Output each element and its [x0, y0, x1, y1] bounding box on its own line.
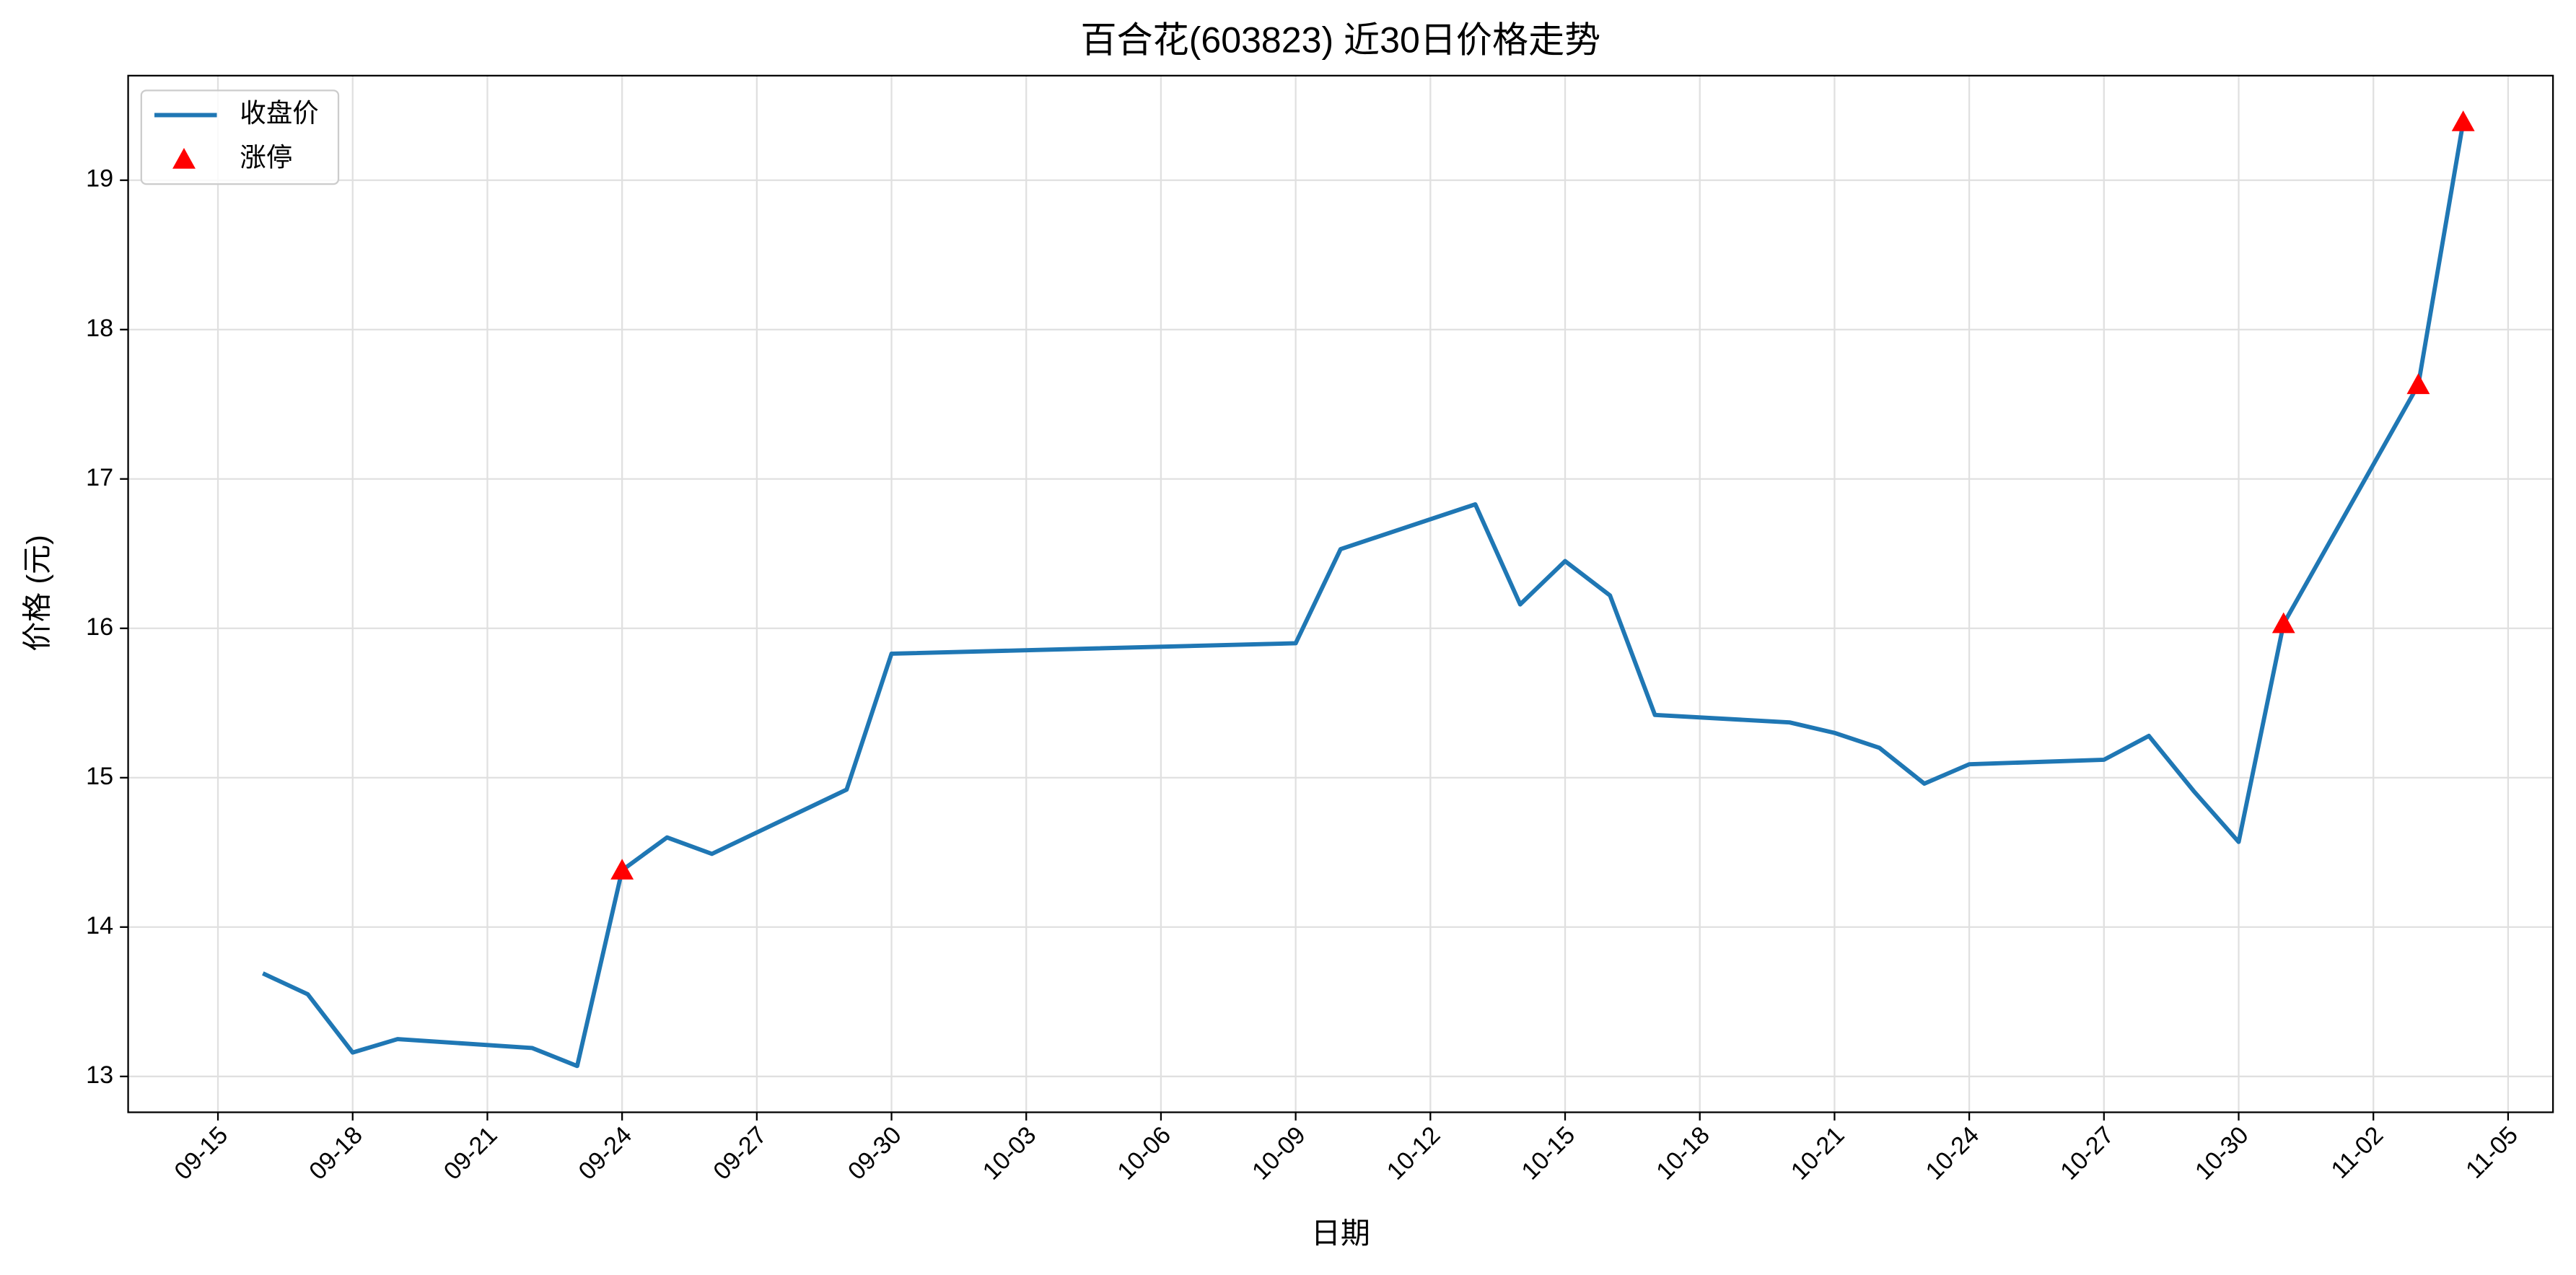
y-tick-label: 15 [86, 763, 113, 790]
y-tick-label: 13 [86, 1061, 113, 1089]
limit-up-marker [610, 859, 634, 880]
y-tick-label: 17 [86, 464, 113, 491]
y-tick-label: 16 [86, 613, 113, 641]
limit-up-marker [2406, 373, 2430, 395]
y-tick-label: 14 [86, 912, 113, 939]
legend-label: 涨停 [240, 143, 292, 172]
limit-up-marker [2271, 612, 2295, 634]
y-tick-label: 18 [86, 315, 113, 342]
legend-marker [172, 148, 196, 169]
y-tick-label: 19 [86, 165, 113, 193]
x-axis-label: 日期 [1311, 1217, 1370, 1250]
plot-frame [127, 74, 2554, 1113]
price-line [262, 121, 2466, 1069]
legend-label: 收盘价 [240, 98, 318, 128]
limit-up-marker [2451, 110, 2475, 131]
y-axis-label: 价格 (元) [20, 535, 53, 652]
chart-title: 百合花(603823) 近30日价格走势 [1080, 20, 1600, 61]
